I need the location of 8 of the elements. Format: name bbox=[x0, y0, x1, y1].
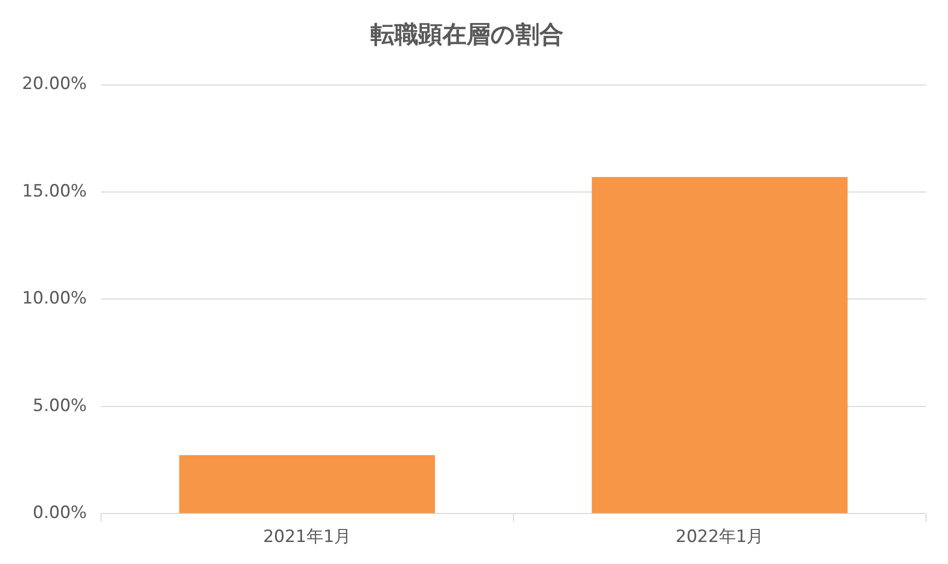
y-tick-label: 10.00% bbox=[22, 288, 87, 309]
x-tick-label: 2022年1月 bbox=[676, 527, 764, 548]
chart-title: 転職顕在層の割合 bbox=[370, 20, 564, 49]
y-tick-label: 5.00% bbox=[32, 396, 87, 416]
x-tick-label: 2021年1月 bbox=[263, 527, 352, 548]
y-tick-label: 0.00% bbox=[32, 503, 87, 524]
y-tick-label: 15.00% bbox=[22, 181, 87, 202]
y-tick-label: 20.00% bbox=[22, 74, 87, 94]
